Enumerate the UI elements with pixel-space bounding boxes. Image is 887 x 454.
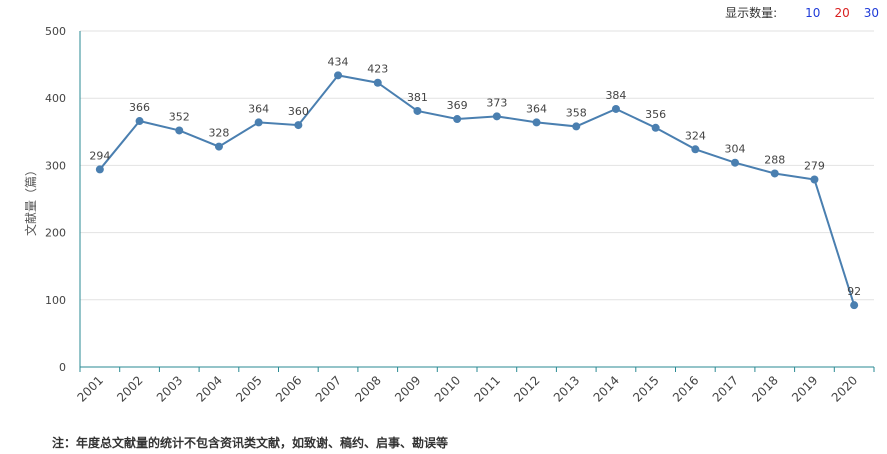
data-label: 356 bbox=[645, 108, 666, 121]
data-point bbox=[810, 175, 819, 184]
y-tick-label: 500 bbox=[45, 25, 66, 38]
data-point bbox=[532, 118, 541, 127]
x-tick-label: 2003 bbox=[154, 373, 185, 404]
series-line bbox=[99, 74, 856, 306]
display-count-control: 显示数量: 10 20 30 bbox=[725, 4, 879, 21]
data-label: 373 bbox=[486, 96, 507, 109]
footnote: 注：年度总文献量的统计不包含资讯类文献，如致谢、稿约、启事、勘误等 bbox=[52, 436, 449, 450]
data-label: 364 bbox=[526, 102, 547, 115]
data-label: 294 bbox=[89, 149, 110, 162]
x-tick-label: 2015 bbox=[630, 373, 661, 404]
data-label: 324 bbox=[685, 129, 706, 142]
data-point bbox=[691, 145, 700, 154]
x-tick-label: 2004 bbox=[194, 373, 225, 404]
data-point bbox=[373, 78, 382, 87]
data-label: 381 bbox=[407, 91, 428, 104]
x-tick-label: 2005 bbox=[233, 373, 264, 404]
display-count-option-20[interactable]: 20 bbox=[834, 5, 850, 20]
display-count-option-30[interactable]: 30 bbox=[863, 5, 879, 20]
x-tick-label: 2001 bbox=[74, 373, 105, 404]
y-tick-label: 400 bbox=[45, 92, 66, 105]
data-label: 366 bbox=[129, 101, 150, 114]
data-point bbox=[770, 169, 779, 178]
grid bbox=[80, 30, 874, 301]
data-label: 358 bbox=[566, 106, 587, 119]
data-label: 384 bbox=[605, 89, 626, 102]
data-point bbox=[95, 165, 104, 174]
data-point bbox=[651, 123, 660, 132]
line-chart: 0 100 200 300 400 500 2001 2002 2003 2004 2005 2006… bbox=[23, 25, 875, 405]
data-point bbox=[413, 106, 422, 115]
data-label: 352 bbox=[169, 110, 190, 123]
x-tick-label: 2016 bbox=[670, 373, 701, 404]
data-point bbox=[731, 158, 740, 167]
data-point bbox=[850, 301, 859, 310]
y-tick-label: 200 bbox=[45, 227, 66, 240]
x-tick-label: 2017 bbox=[710, 373, 741, 404]
x-tick-label: 2013 bbox=[551, 373, 582, 404]
data-point bbox=[334, 71, 343, 80]
x-tick-label: 2020 bbox=[829, 373, 860, 404]
data-label: 304 bbox=[725, 143, 746, 156]
x-tick-label: 2002 bbox=[114, 373, 145, 404]
series: 294 366 352 328 364 360 434 423 381 369 373 364 358 3… bbox=[89, 55, 861, 310]
x-tick-label: 2014 bbox=[591, 373, 622, 404]
data-point bbox=[453, 115, 462, 124]
y-tick-label: 300 bbox=[45, 159, 66, 172]
x-tick-label: 2009 bbox=[392, 373, 423, 404]
axes: 0 100 200 300 400 500 2001 2002 2003 2004 2005 2006… bbox=[45, 25, 875, 405]
y-tick-label: 0 bbox=[59, 361, 66, 374]
data-point bbox=[572, 122, 581, 131]
x-tick-label: 2007 bbox=[313, 373, 344, 404]
data-point bbox=[175, 126, 184, 135]
x-tick-label: 2018 bbox=[749, 373, 780, 404]
data-label: 279 bbox=[804, 160, 825, 173]
y-axis-label: 文献量（篇） bbox=[23, 164, 38, 236]
data-point bbox=[214, 142, 223, 151]
data-point bbox=[135, 117, 144, 126]
data-point bbox=[611, 104, 620, 113]
data-label: 369 bbox=[447, 99, 468, 112]
x-tick-label: 2010 bbox=[432, 373, 463, 404]
data-point bbox=[294, 121, 303, 130]
data-label: 360 bbox=[288, 105, 309, 118]
data-point bbox=[254, 118, 263, 127]
x-tick-label: 2011 bbox=[471, 373, 502, 404]
data-label: 364 bbox=[248, 102, 269, 115]
y-tick-label: 100 bbox=[45, 294, 66, 307]
data-point bbox=[492, 112, 501, 121]
x-tick-label: 2012 bbox=[511, 373, 542, 404]
data-label: 423 bbox=[367, 63, 388, 76]
x-tick-label: 2019 bbox=[789, 373, 820, 404]
data-label: 92 bbox=[847, 285, 861, 298]
data-label: 434 bbox=[328, 55, 349, 68]
x-tick-label: 2008 bbox=[352, 373, 383, 404]
display-count-label: 显示数量: bbox=[725, 6, 778, 20]
display-count-option-10[interactable]: 10 bbox=[805, 5, 821, 20]
x-tick-label: 2006 bbox=[273, 373, 304, 404]
data-label: 328 bbox=[208, 127, 229, 140]
data-label: 288 bbox=[764, 153, 785, 166]
